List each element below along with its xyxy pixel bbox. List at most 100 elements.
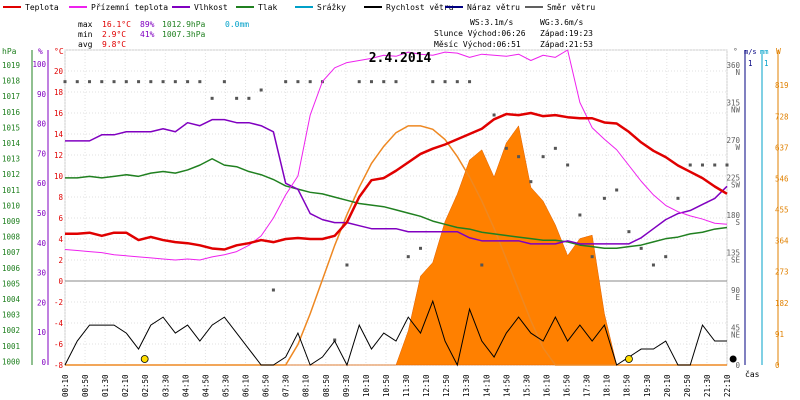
wind-direction-point [480, 263, 484, 267]
hpa-tick: 1018 [2, 77, 21, 86]
ms-axis-title: m/s [744, 48, 757, 56]
wind-direction-point [725, 163, 729, 167]
w-tick: 455 [775, 206, 789, 215]
x-tick: 11:30 [402, 374, 411, 397]
x-tick: 14:10 [482, 374, 491, 397]
info-sunset: Západ:19:23 [540, 29, 593, 38]
x-tick: 06:50 [262, 374, 271, 397]
hpa-tick: 1017 [2, 92, 20, 101]
dir-tick: N [735, 68, 740, 77]
wind-direction-point [394, 80, 398, 84]
wind-direction-point [186, 80, 190, 84]
x-tick: 14:50 [502, 374, 511, 397]
wind-direction-point [406, 255, 410, 259]
x-tick: 04:50 [201, 374, 210, 397]
temperature-line [65, 111, 728, 251]
x-tick: 19:30 [643, 374, 652, 397]
pct-tick: 50 [37, 209, 47, 218]
chart-title: 2.4.2014 [369, 51, 432, 66]
x-tick: 10:50 [382, 374, 391, 397]
x-tick: 12:10 [422, 374, 431, 397]
pct-tick: 30 [37, 269, 47, 278]
pct-tick: 40 [37, 239, 47, 248]
temp-tick: 14 [54, 130, 64, 139]
hpa-tick: 1000 [2, 357, 21, 366]
pct-tick: 60 [37, 179, 47, 188]
sun-marker [625, 355, 633, 363]
legend-label: Přízemní teplota [91, 3, 168, 12]
temp-tick: 6 [58, 214, 63, 223]
dir-tick: 0 [735, 361, 740, 370]
wind-direction-point [713, 163, 717, 167]
wind-direction-point [651, 263, 655, 267]
x-tick: 22:10 [723, 374, 732, 397]
temp-tick: 10 [54, 172, 64, 181]
wind-direction-point [468, 80, 472, 84]
ms-tick: 1 [748, 59, 753, 68]
x-tick: 00:50 [81, 374, 90, 397]
wind-direction-point [112, 80, 116, 84]
wind-direction-point [124, 80, 128, 84]
info-moonrise: Měsíc Východ:06:51 [434, 40, 521, 49]
wind-direction-point [149, 80, 153, 84]
pct-tick: 90 [37, 90, 47, 99]
dir-tick: 360 [726, 61, 740, 70]
wind-direction-point [210, 96, 214, 100]
wind-direction-point [284, 80, 288, 84]
dir-axis-title: ° [733, 47, 738, 56]
temp-axis-title: °C [54, 47, 64, 56]
pct-tick: 70 [37, 149, 47, 158]
wind-direction-point [222, 80, 226, 84]
hpa-tick: 1016 [2, 108, 21, 117]
wind-direction-point [345, 263, 349, 267]
hpa-tick: 1007 [2, 248, 20, 257]
temp-tick: 20 [54, 67, 64, 76]
wind-direction-point [333, 338, 337, 342]
pct-tick: 0 [41, 358, 46, 367]
temp-tick: 18 [54, 88, 64, 97]
x-tick: 02:50 [141, 374, 150, 397]
wind-direction-point [688, 163, 692, 167]
hpa-tick: 1002 [2, 326, 20, 335]
hpa-tick: 1012 [2, 170, 20, 179]
dir-tick: 135 [726, 249, 740, 258]
hpa-tick: 1009 [2, 217, 20, 226]
x-tick: 09:30 [342, 374, 351, 397]
info-sunrise: Slunce Východ:06:26 [434, 29, 526, 38]
x-tick: 01:30 [101, 374, 110, 397]
w-tick: 819 [775, 81, 789, 90]
wind-direction-point [357, 80, 361, 84]
moon-marker [729, 355, 737, 363]
w-tick: 91 [775, 330, 784, 339]
dir-tick: 315 [726, 99, 740, 108]
hpa-tick: 1008 [2, 233, 21, 242]
dir-tick: 45 [731, 324, 740, 333]
wind-direction-point [419, 246, 423, 250]
wind-direction-point [676, 196, 680, 200]
stat-avg-temp: 9.8°C [102, 40, 126, 49]
temp-tick: 2 [58, 256, 63, 265]
temp-tick: -6 [54, 340, 64, 349]
pct-tick: 80 [37, 120, 47, 129]
x-tick: 20:50 [683, 374, 692, 397]
axes-layer: hPa1019101810171016101510141013101210111… [2, 47, 789, 397]
temp-tick: -8 [54, 361, 64, 370]
dir-tick: S [735, 218, 740, 227]
x-tick: 10:10 [362, 374, 371, 397]
x-tick: 18:10 [603, 374, 612, 397]
mm-axis-title: mm [760, 48, 768, 56]
dir-tick: SW [731, 181, 741, 190]
w-tick: 182 [775, 299, 789, 308]
stat-min-humidity: 41% [140, 30, 155, 39]
hpa-tick: 1011 [2, 186, 20, 195]
temp-tick: 16 [54, 109, 64, 118]
wind-direction-point [431, 80, 435, 84]
dir-tick: 90 [731, 286, 741, 295]
dir-tick: SE [731, 256, 741, 265]
dir-tick: 225 [726, 174, 740, 183]
x-tick: 07:30 [282, 374, 291, 397]
wind-direction-point [664, 255, 668, 259]
wind-direction-point [382, 80, 386, 84]
x-tick: 16:10 [542, 374, 551, 397]
hpa-tick: 1014 [2, 139, 21, 148]
